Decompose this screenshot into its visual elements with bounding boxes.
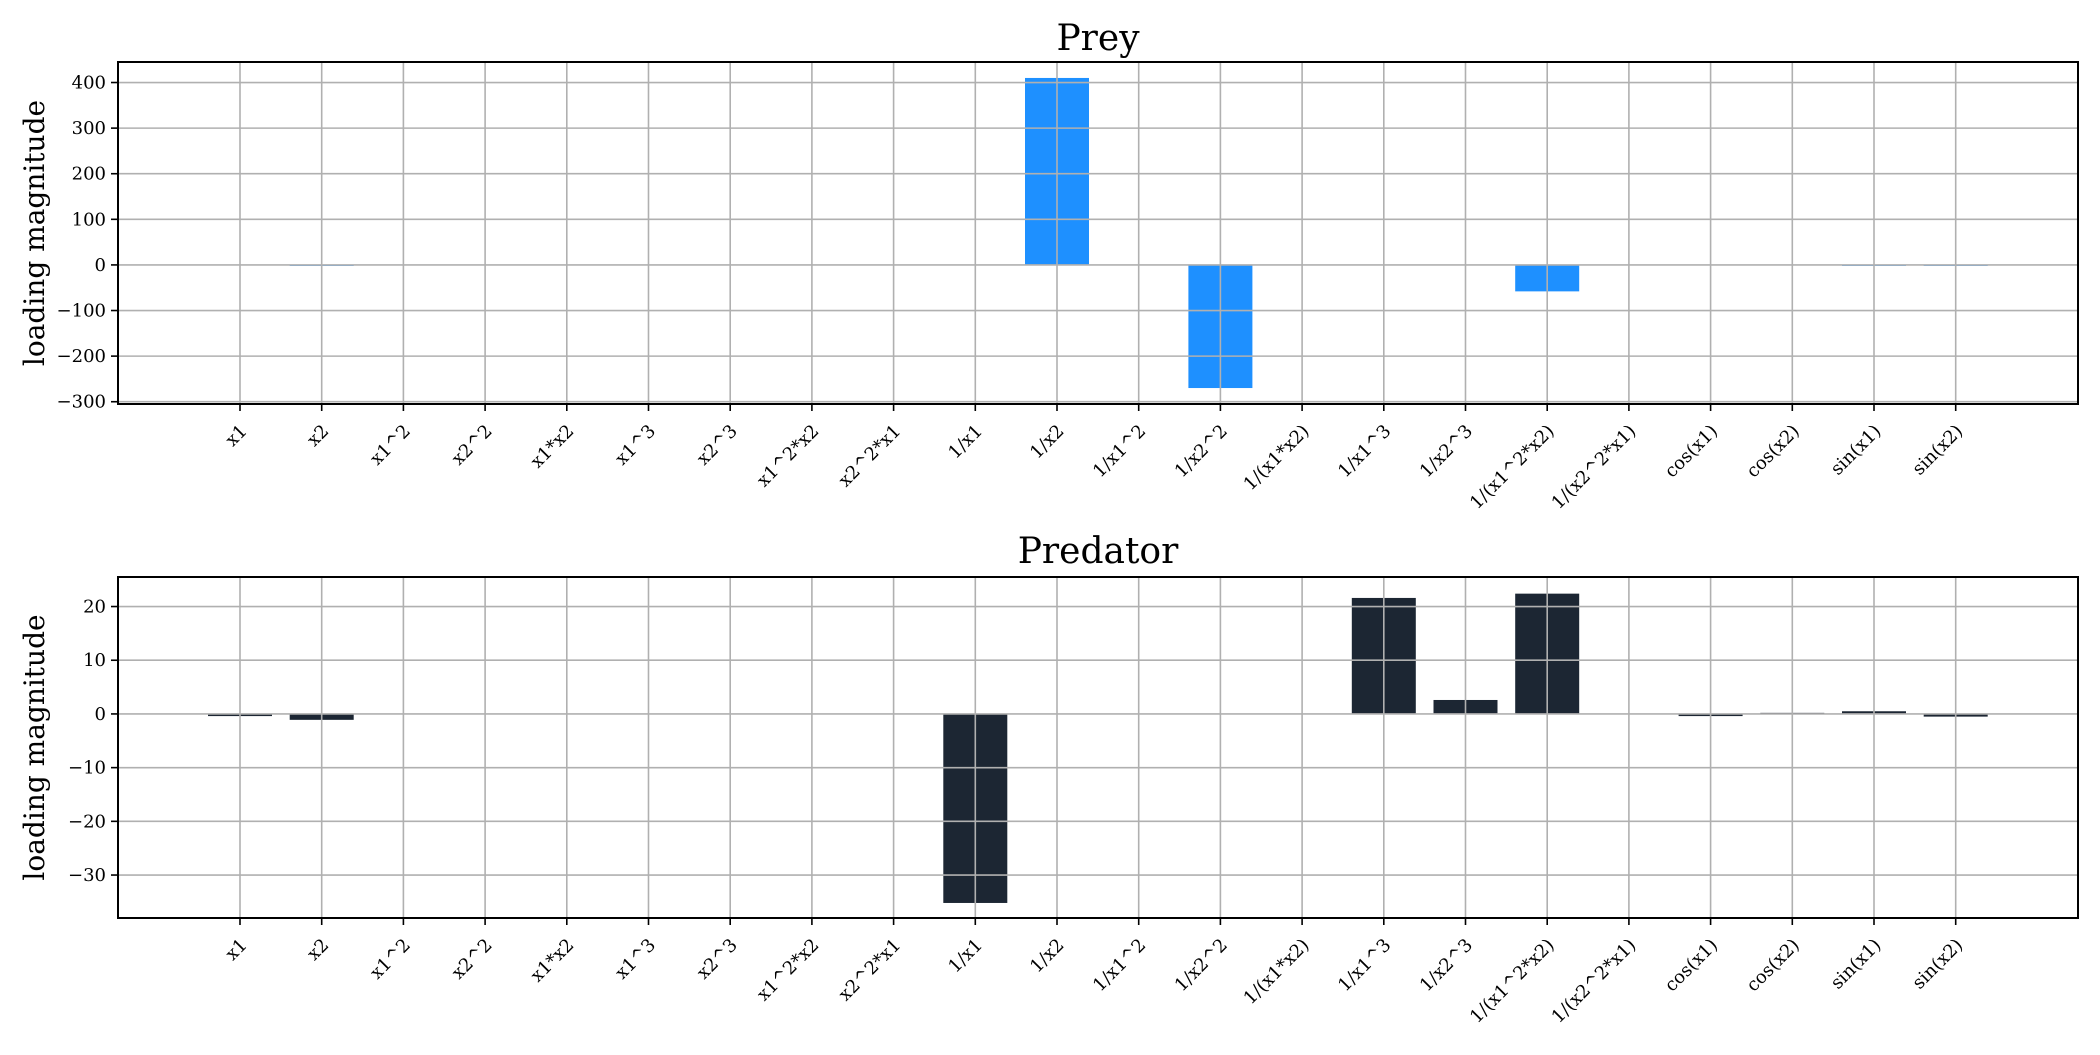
x-tick-label: 1/x1^3 xyxy=(1334,935,1395,996)
plot-frame xyxy=(117,576,2079,919)
x-tick-label: x1^2 xyxy=(366,421,415,470)
x-tick-label: x1*x2 xyxy=(527,421,579,473)
x-tick-label: x1*x2 xyxy=(527,935,579,987)
x-tick-label: 1/x1^3 xyxy=(1334,421,1395,482)
x-tick-label: x2^2 xyxy=(448,421,497,470)
x-tick-label: 1/x1 xyxy=(944,421,987,464)
plot-frame xyxy=(117,61,2079,405)
x-tick-label: cos(x1) xyxy=(1661,935,1722,996)
y-tick-label: −20 xyxy=(68,811,106,832)
x-tick-label: 1/x1^2 xyxy=(1089,935,1150,996)
y-tick-label: −10 xyxy=(68,758,106,779)
x-tick-label: 1/x2 xyxy=(1026,421,1069,464)
x-tick-label: 1/x2 xyxy=(1026,935,1069,978)
x-tick-label: cos(x2) xyxy=(1742,935,1803,996)
panel-prey: Prey loading magnitude 400 300 200 100 0 −100 −2… xyxy=(18,18,2079,514)
x-tick-label: x2^2*x1 xyxy=(835,421,906,492)
panel-predator: Predator loading magnitude 20 10 0 −10 −20 −30 x… xyxy=(18,531,2079,1028)
x-tick-label: 1/(x1*x2) xyxy=(1240,935,1314,1009)
x-tick-label: sin(x1) xyxy=(1827,421,1886,480)
y-tick-label: 400 xyxy=(72,73,106,94)
x-tick-label: 1/(x2^2*x1) xyxy=(1548,935,1641,1028)
x-tick-label: x1^3 xyxy=(611,421,660,470)
x-tick-label: cos(x2) xyxy=(1742,421,1803,482)
y-tick-label: −100 xyxy=(57,301,106,322)
x-tick-label: x2^2 xyxy=(448,935,497,984)
x-tick-label: sin(x1) xyxy=(1827,935,1886,994)
x-tick-label: x2 xyxy=(303,421,333,451)
x-tick-label: 1/x2^3 xyxy=(1416,421,1477,482)
y-tick-label: 0 xyxy=(95,704,106,725)
x-tick-label: x2^3 xyxy=(693,421,742,470)
x-tick-label: x2 xyxy=(303,935,333,965)
x-tick-label: 1/x2^2 xyxy=(1171,421,1232,482)
y-tick-label: 300 xyxy=(72,118,106,139)
x-tick-label: 1/x2^3 xyxy=(1416,935,1477,996)
x-tick-label: 1/x2^2 xyxy=(1171,935,1232,996)
x-tick-label: 1/(x2^2*x1) xyxy=(1548,421,1641,514)
y-tick-label: 100 xyxy=(72,209,106,230)
x-tick-label: x1 xyxy=(221,421,251,451)
x-tick-label: x1 xyxy=(221,935,251,965)
y-tick-label: −30 xyxy=(68,865,106,886)
y-tick-label: −300 xyxy=(57,392,106,413)
x-tick-label: 1/(x1^2*x2) xyxy=(1466,421,1559,514)
x-tick-label: x2^2*x1 xyxy=(835,935,906,1006)
y-tick-label: 10 xyxy=(83,650,106,671)
x-tick-label: x2^3 xyxy=(693,935,742,984)
panel-title: Prey xyxy=(1056,18,1140,59)
x-tick-label: 1/(x1*x2) xyxy=(1240,421,1314,495)
y-tick-label: −200 xyxy=(57,346,106,367)
x-tick-label: 1/(x1^2*x2) xyxy=(1466,935,1559,1028)
x-tick-label: cos(x1) xyxy=(1661,421,1722,482)
x-tick-label: sin(x2) xyxy=(1908,421,1967,480)
y-tick-label: 0 xyxy=(95,255,106,276)
y-axis-label: loading magnitude xyxy=(18,100,51,366)
x-tick-label: x1^2 xyxy=(366,935,415,984)
panel-title: Predator xyxy=(1018,531,1179,572)
x-tick-label: x1^2*x2 xyxy=(753,421,824,492)
y-tick-label: 20 xyxy=(83,597,106,618)
x-tick-label: 1/x1 xyxy=(944,935,987,978)
y-tick-label: 200 xyxy=(72,164,106,185)
x-tick-label: x1^3 xyxy=(611,935,660,984)
x-tick-label: x1^2*x2 xyxy=(753,935,824,1006)
x-tick-label: sin(x2) xyxy=(1908,935,1967,994)
x-tick-label: 1/x1^2 xyxy=(1089,421,1150,482)
y-axis-label: loading magnitude xyxy=(18,614,51,880)
